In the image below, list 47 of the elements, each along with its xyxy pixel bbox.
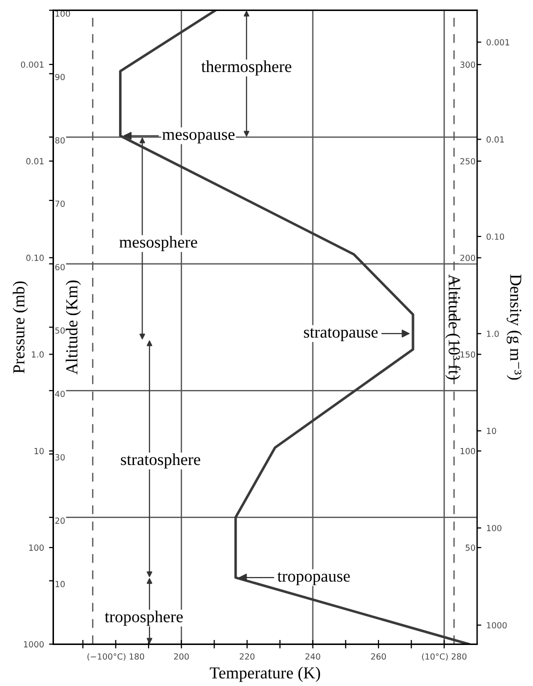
y3-tick-label: 0.10 xyxy=(26,254,44,261)
y2-tick-label: 150 xyxy=(460,351,476,358)
y-tick-label: 70 xyxy=(55,200,65,207)
y3-tick-label: 100 xyxy=(29,544,44,551)
y-tick-label: 0.10 xyxy=(486,233,504,240)
y2-tick-label: 200 xyxy=(460,254,476,262)
annotation: troposphere xyxy=(104,610,183,626)
x-tick-label: 220 xyxy=(240,653,254,660)
y3-tick-label: 0.01 xyxy=(26,158,44,164)
y-axis-title: Altitude (Km) xyxy=(66,280,81,374)
x-axis-title: Temperature (K) xyxy=(210,666,320,682)
y-tick-label: 40 xyxy=(55,390,65,398)
y-tick-label: 0.001 xyxy=(486,39,510,46)
y-tick-label: 80 xyxy=(55,137,65,144)
y-tick-label: 10 xyxy=(486,428,496,434)
y-tick-label: 10 xyxy=(56,580,65,588)
y-tick-label: 1000 xyxy=(486,622,507,628)
y3-axis-title: Pressure (mb) xyxy=(12,281,28,374)
x-tick-label: 240 xyxy=(305,653,320,660)
y-tick-label: 1.0 xyxy=(486,330,499,337)
x-tick-label: 200 xyxy=(174,653,189,660)
y2-tick-label: 100 xyxy=(460,448,476,454)
annotation: mesopause xyxy=(162,132,235,144)
y2-tick-label: 250 xyxy=(460,158,476,164)
annotation: stratosphere xyxy=(120,453,200,469)
y2-axis-title: Altitude (10³ ft) xyxy=(445,274,461,380)
annotation: tropopause xyxy=(277,572,350,586)
y2-tick-label: 50 xyxy=(466,544,476,551)
y3-tick-label: 0.001 xyxy=(20,61,44,68)
x-tick-label: (−100°C) 180 xyxy=(87,653,144,661)
annotation: mesosphere xyxy=(119,236,198,252)
y-tick-label: 50 xyxy=(55,327,65,334)
y2-tick-label: 300 xyxy=(460,62,476,68)
y3-tick-label: 1.0 xyxy=(32,351,44,358)
y-tick-label: 100 xyxy=(486,524,502,532)
y-tick-label: 60 xyxy=(55,264,65,270)
y3-tick-label: 1000 xyxy=(24,641,44,648)
y-tick-label: 0.01 xyxy=(486,136,504,143)
x-tick-label: (10°C) 280 xyxy=(422,653,466,661)
y3-tick-label: 10 xyxy=(34,448,44,454)
y-tick-label: 20 xyxy=(55,518,65,524)
annotation: stratopause xyxy=(304,328,378,342)
y-tick-label: 30 xyxy=(55,454,65,460)
y-tick-label: 90 xyxy=(55,74,65,80)
x-tick-label: 260 xyxy=(371,653,386,660)
y-axis-title: Density (g m⁻³) xyxy=(506,274,522,380)
annotation: thermosphere xyxy=(201,60,292,76)
